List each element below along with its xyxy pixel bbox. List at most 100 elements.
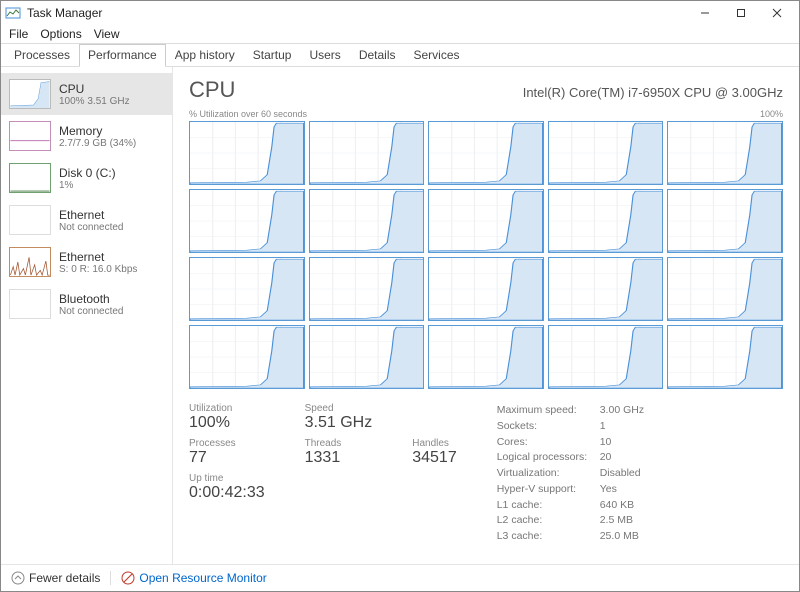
l2-k: L2 cache: bbox=[497, 513, 592, 529]
ethernet1-thumbnail bbox=[9, 205, 51, 235]
l2-v: 2.5 MB bbox=[600, 513, 633, 529]
cpu-core-cell-5 bbox=[189, 189, 305, 253]
main-header: CPU Intel(R) Core(TM) i7-6950X CPU @ 3.0… bbox=[189, 77, 783, 103]
util-label: Utilization bbox=[189, 403, 265, 414]
sidebar-item-memory[interactable]: Memory2.7/7.9 GB (34%) bbox=[1, 115, 172, 157]
tab-performance[interactable]: Performance bbox=[79, 44, 166, 67]
cpu-core-cell-15 bbox=[189, 325, 305, 389]
l3-v: 25.0 MB bbox=[600, 529, 639, 545]
app-icon bbox=[5, 5, 21, 21]
cpu-core-cell-18 bbox=[548, 325, 664, 389]
sidebar-disk-label: Disk 0 (C:) bbox=[59, 166, 116, 180]
proc-value: 77 bbox=[189, 449, 265, 467]
speed-label: Speed bbox=[305, 403, 373, 414]
cpu-core-cell-0 bbox=[189, 121, 305, 185]
stat-col-3: Handles. Handles34517 bbox=[412, 403, 457, 545]
stats-row: Utilization100% Processes77 Up time0:00:… bbox=[189, 403, 783, 545]
cpu-core-cell-9 bbox=[667, 189, 783, 253]
hv-k: Hyper-V support: bbox=[497, 482, 592, 498]
sidebar-eth1-sub: Not connected bbox=[59, 222, 124, 233]
cpu-core-grid[interactable] bbox=[189, 121, 783, 389]
sidebar-eth1-label: Ethernet bbox=[59, 208, 124, 222]
cpu-core-cell-12 bbox=[428, 257, 544, 321]
cpu-core-cell-3 bbox=[548, 121, 664, 185]
cpu-core-cell-6 bbox=[309, 189, 425, 253]
sidebar-item-bluetooth[interactable]: BluetoothNot connected bbox=[1, 283, 172, 325]
sidebar-item-cpu[interactable]: CPU100% 3.51 GHz bbox=[1, 73, 172, 115]
sidebar-cpu-label: CPU bbox=[59, 82, 130, 96]
lp-k: Logical processors: bbox=[497, 450, 592, 466]
sidebar-disk-sub: 1% bbox=[59, 180, 116, 191]
cpu-core-cell-2 bbox=[428, 121, 544, 185]
graph-label-left: % Utilization over 60 seconds bbox=[189, 109, 307, 119]
uptime-label: Up time bbox=[189, 473, 265, 484]
sockets-k: Sockets: bbox=[497, 419, 592, 435]
resource-monitor-icon bbox=[121, 571, 135, 585]
bluetooth-thumbnail bbox=[9, 289, 51, 319]
stat-col-2: Speed3.51 GHz Threads1331 bbox=[305, 403, 373, 545]
sidebar-eth2-sub: S: 0 R: 16.0 Kbps bbox=[59, 264, 137, 275]
maximize-button[interactable] bbox=[723, 2, 759, 24]
main-panel: CPU Intel(R) Core(TM) i7-6950X CPU @ 3.0… bbox=[173, 67, 799, 564]
maxspeed-v: 3.00 GHz bbox=[600, 403, 644, 419]
cores-v: 10 bbox=[600, 435, 612, 451]
maxspeed-k: Maximum speed: bbox=[497, 403, 592, 419]
cpu-core-cell-8 bbox=[548, 189, 664, 253]
cores-k: Cores: bbox=[497, 435, 592, 451]
footer-divider bbox=[110, 571, 111, 585]
speed-value: 3.51 GHz bbox=[305, 414, 373, 432]
sidebar-item-ethernet-1[interactable]: EthernetNot connected bbox=[1, 199, 172, 241]
graph-labels: % Utilization over 60 seconds 100% bbox=[189, 109, 783, 119]
tab-users[interactable]: Users bbox=[300, 44, 349, 66]
sidebar-item-ethernet-2[interactable]: EthernetS: 0 R: 16.0 Kbps bbox=[1, 241, 172, 283]
tab-app-history[interactable]: App history bbox=[166, 44, 244, 66]
titlebar: Task Manager bbox=[1, 1, 799, 25]
sidebar-item-disk[interactable]: Disk 0 (C:)1% bbox=[1, 157, 172, 199]
cpu-core-cell-19 bbox=[667, 325, 783, 389]
stat-col-1: Utilization100% Processes77 Up time0:00:… bbox=[189, 403, 265, 545]
tab-processes[interactable]: Processes bbox=[5, 44, 79, 66]
menu-options[interactable]: Options bbox=[40, 27, 81, 41]
cpu-core-cell-11 bbox=[309, 257, 425, 321]
orm-label: Open Resource Monitor bbox=[139, 571, 266, 585]
disk-thumbnail bbox=[9, 163, 51, 193]
tab-details[interactable]: Details bbox=[350, 44, 405, 66]
chevron-up-icon bbox=[11, 571, 25, 585]
tab-startup[interactable]: Startup bbox=[244, 44, 301, 66]
hnd-value: 34517 bbox=[412, 449, 457, 467]
sidebar-eth2-label: Ethernet bbox=[59, 250, 137, 264]
menubar: File Options View bbox=[1, 25, 799, 43]
l3-k: L3 cache: bbox=[497, 529, 592, 545]
cpu-core-cell-17 bbox=[428, 325, 544, 389]
uptime-value: 0:00:42:33 bbox=[189, 484, 265, 502]
cpu-core-cell-4 bbox=[667, 121, 783, 185]
tab-services[interactable]: Services bbox=[405, 44, 469, 66]
minimize-button[interactable] bbox=[687, 2, 723, 24]
sidebar-memory-label: Memory bbox=[59, 124, 136, 138]
specs-block: Maximum speed:3.00 GHz Sockets:1 Cores:1… bbox=[497, 403, 644, 545]
sidebar-cpu-sub: 100% 3.51 GHz bbox=[59, 96, 130, 107]
menu-view[interactable]: View bbox=[94, 27, 120, 41]
close-button[interactable] bbox=[759, 2, 795, 24]
sidebar-bt-sub: Not connected bbox=[59, 306, 124, 317]
menu-file[interactable]: File bbox=[9, 27, 28, 41]
cpu-core-cell-16 bbox=[309, 325, 425, 389]
cpu-thumbnail bbox=[9, 79, 51, 109]
ethernet2-thumbnail bbox=[9, 247, 51, 277]
proc-label: Processes bbox=[189, 438, 265, 449]
content-area: CPU100% 3.51 GHz Memory2.7/7.9 GB (34%) … bbox=[1, 67, 799, 564]
cpu-core-cell-14 bbox=[667, 257, 783, 321]
graph-label-right: 100% bbox=[760, 109, 783, 119]
open-resource-monitor-link[interactable]: Open Resource Monitor bbox=[121, 571, 266, 585]
virt-v: Disabled bbox=[600, 466, 641, 482]
page-title: CPU bbox=[189, 77, 235, 103]
sidebar-bt-label: Bluetooth bbox=[59, 292, 124, 306]
virt-k: Virtualization: bbox=[497, 466, 592, 482]
tabs: Processes Performance App history Startu… bbox=[1, 43, 799, 67]
memory-thumbnail bbox=[9, 121, 51, 151]
fewer-details-button[interactable]: Fewer details bbox=[11, 571, 100, 585]
l1-k: L1 cache: bbox=[497, 498, 592, 514]
cpu-core-cell-10 bbox=[189, 257, 305, 321]
cpu-model: Intel(R) Core(TM) i7-6950X CPU @ 3.00GHz bbox=[523, 85, 783, 100]
window-title: Task Manager bbox=[27, 6, 687, 20]
